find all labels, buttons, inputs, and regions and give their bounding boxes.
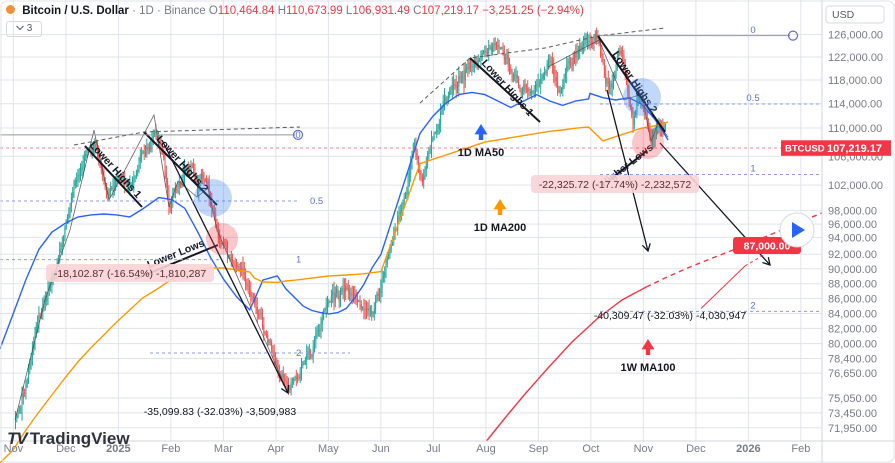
svg-text:78,400.00: 78,400.00 [828,354,877,366]
svg-text:2: 2 [296,348,301,359]
svg-text:Dec: Dec [686,443,706,455]
svg-text:118,000.00: 118,000.00 [828,75,882,87]
svg-text:Apr: Apr [267,443,284,455]
svg-text:87,000.00: 87,000.00 [744,241,791,253]
svg-text:Jul: Jul [426,443,440,455]
svg-text:0: 0 [295,130,300,141]
svg-text:94,000.00: 94,000.00 [828,232,877,244]
svg-text:Aug: Aug [476,443,496,455]
svg-text:98,000.00: 98,000.00 [828,206,877,218]
svg-text:1: 1 [750,164,755,175]
svg-text:USD: USD [832,9,855,21]
svg-text:82,000.00: 82,000.00 [828,323,877,335]
svg-text:76,650.00: 76,650.00 [828,368,877,380]
svg-text:88,000.00: 88,000.00 [828,279,877,291]
svg-text:122,000.00: 122,000.00 [828,52,883,64]
svg-text:102,000.00: 102,000.00 [828,180,883,192]
svg-text:May: May [318,443,339,455]
svg-text:Sep: Sep [529,443,549,455]
svg-text:84,000.00: 84,000.00 [828,309,877,321]
svg-text:1W MA100: 1W MA100 [620,362,675,374]
svg-text:110,000.00: 110,000.00 [828,123,882,135]
svg-text:73,450.00: 73,450.00 [828,408,877,420]
svg-text:Feb: Feb [161,443,180,455]
svg-text:0.5: 0.5 [746,93,759,104]
svg-text:126,000.00: 126,000.00 [828,30,883,42]
svg-text:Jun: Jun [372,443,390,455]
svg-text:-35,099.83 (-32.03%) -3,509,98: -35,099.83 (-32.03%) -3,509,983 [144,406,297,418]
svg-text:92,000.00: 92,000.00 [828,249,877,261]
svg-text:-40,309.47 (-32.03%) -4,030,94: -40,309.47 (-32.03%) -4,030,947 [594,310,747,322]
svg-text:71,950.00: 71,950.00 [828,423,877,435]
svg-text:1: 1 [296,255,301,266]
svg-text:90,000.00: 90,000.00 [828,264,877,276]
svg-text:-22,325.72 (-17.74%) -2,232,57: -22,325.72 (-17.74%) -2,232,572 [539,179,692,191]
svg-text:107,219.17: 107,219.17 [827,143,882,155]
svg-text:114,000.00: 114,000.00 [828,99,882,111]
svg-text:0.5: 0.5 [310,196,323,207]
svg-text:0: 0 [750,25,755,36]
svg-text:75,050.00: 75,050.00 [828,393,877,405]
svg-text:Oct: Oct [582,443,599,455]
svg-text:BTCUSD: BTCUSD [785,144,825,155]
svg-text:-18,102.87 (-16.54%) -1,810,28: -18,102.87 (-16.54%) -1,810,287 [54,268,207,280]
svg-text:1D MA50: 1D MA50 [458,147,504,159]
svg-text:80,000.00: 80,000.00 [828,339,877,351]
svg-text:1D MA200: 1D MA200 [474,222,527,234]
svg-text:Nov: Nov [634,443,654,455]
svg-text:2026: 2026 [736,443,760,455]
svg-text:Feb: Feb [791,443,810,455]
svg-text:86,000.00: 86,000.00 [828,294,877,306]
svg-text:2: 2 [750,301,755,312]
svg-text:Mar: Mar [214,443,233,455]
svg-text:96,000.00: 96,000.00 [828,219,877,231]
